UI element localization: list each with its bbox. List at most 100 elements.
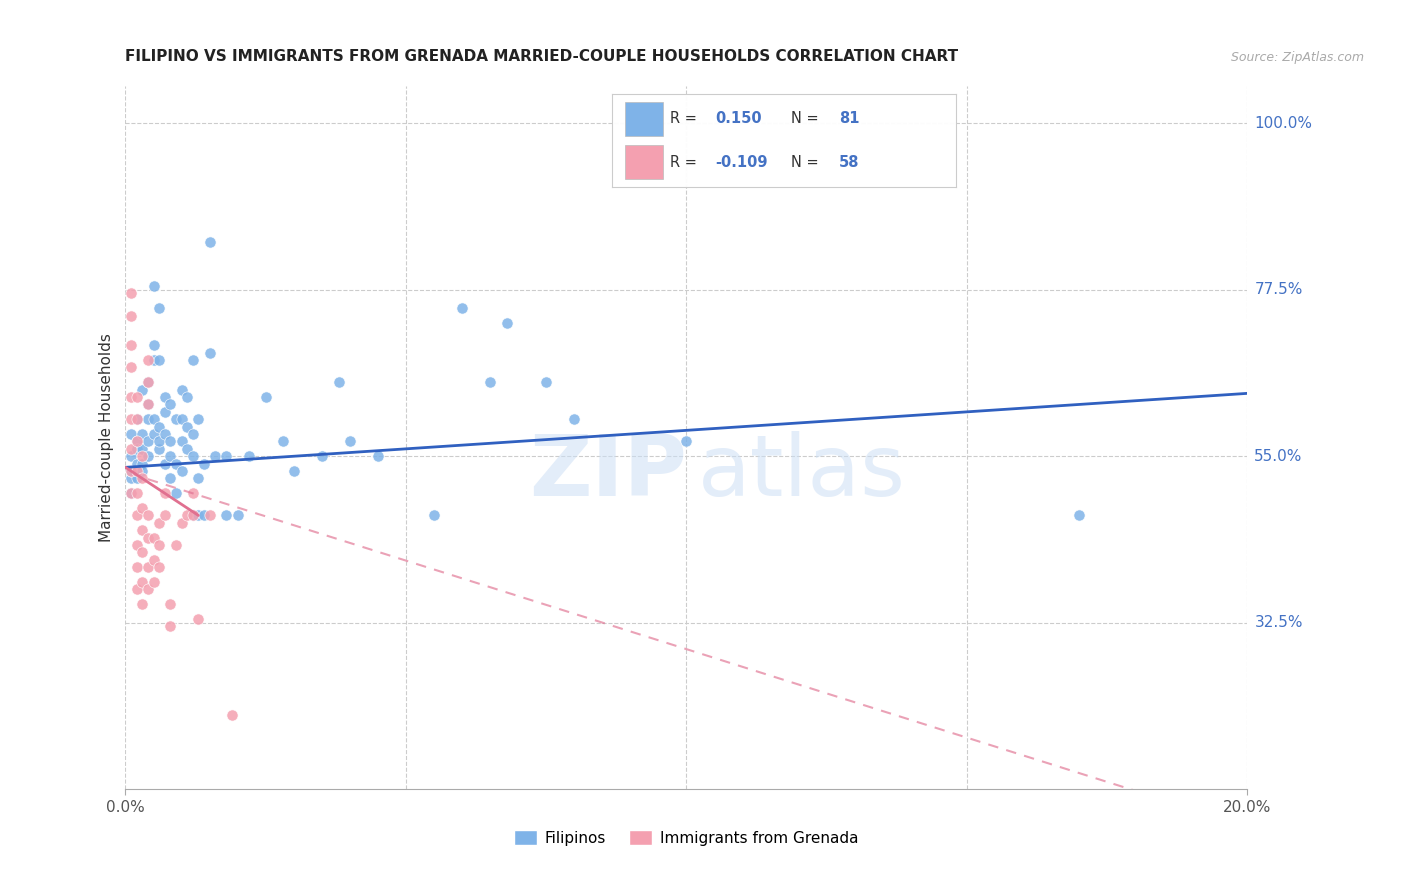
Point [131,501,153,516]
Point [136,397,159,411]
Point [423,508,446,523]
Point [136,376,159,390]
Point [131,457,153,471]
Point [120,412,142,426]
Text: N =: N = [790,154,823,169]
Point [165,538,187,552]
Point [125,434,148,449]
Point [136,560,159,574]
Text: 100.0%: 100.0% [1254,116,1312,131]
Point [136,397,159,411]
Point [339,434,361,449]
Point [193,457,215,471]
Point [142,412,165,426]
Point [131,427,153,442]
Point [165,412,187,426]
Text: R =: R = [671,112,702,127]
Point [148,301,170,316]
Text: Source: ZipAtlas.com: Source: ZipAtlas.com [1230,51,1364,64]
Point [176,419,198,434]
Point [534,376,557,390]
Point [131,383,153,397]
Text: N =: N = [790,112,823,127]
Point [159,434,181,449]
Point [136,434,159,449]
Point [181,427,204,442]
Point [176,442,198,456]
Point [328,376,350,390]
Point [136,376,159,390]
Point [131,471,153,485]
Point [451,301,474,316]
Point [148,516,170,530]
Point [1067,508,1090,523]
Point [120,486,142,500]
Point [479,376,502,390]
Point [283,464,305,478]
Point [142,574,165,589]
Point [215,508,238,523]
Text: 32.5%: 32.5% [1254,615,1303,630]
Point [311,449,333,463]
Point [193,508,215,523]
Point [136,449,159,463]
Point [238,449,260,463]
Point [136,531,159,545]
Point [221,708,243,723]
Text: 81: 81 [839,112,859,127]
Point [142,553,165,567]
Point [187,508,209,523]
Point [170,383,193,397]
Point [131,523,153,537]
Point [125,412,148,426]
Point [226,508,249,523]
Point [120,442,142,456]
Point [562,412,585,426]
Point [198,235,221,249]
Point [125,508,148,523]
Point [120,360,142,375]
Point [187,471,209,485]
Point [142,338,165,352]
Point [181,353,204,368]
Point [153,427,176,442]
Point [159,449,181,463]
Text: atlas: atlas [697,432,905,515]
Point [215,449,238,463]
Point [125,434,148,449]
Point [148,434,170,449]
Text: 0.150: 0.150 [716,112,762,127]
Point [187,612,209,626]
Point [148,538,170,552]
Point [125,560,148,574]
Point [142,531,165,545]
Point [159,471,181,485]
Point [142,279,165,293]
Point [148,560,170,574]
Text: R =: R = [671,154,702,169]
Point [153,405,176,419]
Point [142,427,165,442]
Point [120,338,142,352]
Point [136,353,159,368]
Point [165,486,187,500]
Point [131,597,153,611]
Point [142,353,165,368]
Text: -0.109: -0.109 [716,154,768,169]
Point [131,545,153,559]
Point [254,390,277,404]
Point [136,582,159,597]
Point [204,449,226,463]
Point [125,464,148,478]
Point [120,427,142,442]
Point [675,434,697,449]
Point [120,390,142,404]
Point [120,309,142,323]
Point [120,486,142,500]
Point [367,449,389,463]
Point [131,449,153,463]
Point [159,619,181,633]
Point [125,538,148,552]
Point [120,449,142,463]
Point [153,508,176,523]
